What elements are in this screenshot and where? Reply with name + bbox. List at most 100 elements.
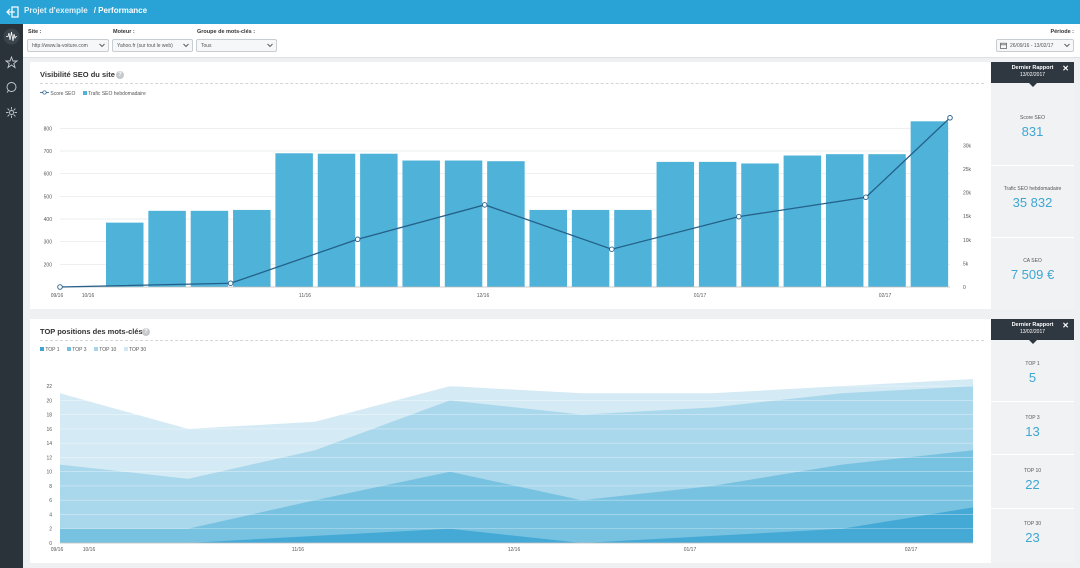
bar — [190, 210, 229, 287]
calendar-icon — [1000, 42, 1007, 49]
y2-tick-label: 5k — [963, 261, 969, 267]
report-date: 13/02/2017 — [1019, 329, 1046, 335]
top-bar: Projet d'exemple / Performance — [0, 0, 1080, 24]
y-tick-label: 14 — [46, 441, 52, 447]
x-tick-label: 12/16 — [477, 293, 490, 299]
y-tick-label: 400 — [44, 217, 53, 223]
bar — [529, 209, 567, 287]
kpi-value: 35 832 — [1012, 195, 1053, 210]
bar — [487, 161, 525, 287]
x-tick-label: 02/17 — [879, 293, 892, 299]
kpi-trafic-seo: Trafic SEO hebdomadaire 35 832 — [991, 186, 1074, 210]
kpi-value: 13 — [1025, 424, 1040, 439]
kpi-value: 23 — [1025, 530, 1040, 545]
site-select[interactable]: http://www.la-voiture.com — [27, 39, 109, 52]
score-seo-point — [227, 280, 234, 286]
bar — [910, 121, 949, 287]
divider — [40, 83, 984, 84]
seo-legend: Score SEO Trafic SEO hebdomadaire — [40, 90, 152, 97]
y-tick-label: 2 — [49, 527, 52, 533]
seo-visibility-chart: 200 300 400 500 600 700 800 0 5k 10k 15k 20k 25k 30k 0… — [44, 115, 972, 299]
legend-top30[interactable]: TOP 30 — [129, 347, 147, 353]
kpi-value: 22 — [1025, 477, 1040, 492]
area-top3 — [60, 450, 973, 543]
bar — [275, 153, 313, 287]
area-top1 — [60, 507, 973, 543]
engine-label: Moteur : — [113, 29, 135, 35]
kpi-ca-seo: CA SEO 7 509 € — [991, 258, 1074, 282]
bar — [444, 160, 483, 287]
y-tick-label: 500 — [44, 194, 53, 200]
y2-tick-label: 0 — [963, 285, 966, 291]
seo-visibility-panel: Visibilité SEO du site› ? Score SEO Traf… — [30, 62, 991, 309]
y-tick-label: 8 — [49, 484, 52, 490]
y2-tick-label: 20k — [963, 191, 972, 197]
settings-gear-icon[interactable] — [3, 104, 20, 121]
y2-tick-label: 10k — [963, 238, 972, 244]
divider — [40, 340, 984, 341]
header-notch — [1028, 340, 1037, 344]
report-title: Dernier Rapport — [1011, 65, 1054, 71]
kpi-label: TOP 1 — [1025, 361, 1040, 367]
seo-panel-title-text: Visibilité SEO du site — [40, 70, 115, 79]
kpi-label: TOP 30 — [1023, 521, 1042, 527]
engine-select-value: Yahoo.fr (sur tout le web) — [117, 43, 173, 49]
y-tick-label: 10 — [46, 470, 52, 476]
y-tick-label: 200 — [44, 262, 53, 268]
breadcrumb: Projet d'exemple / Performance — [24, 6, 147, 15]
info-icon[interactable]: ? — [142, 328, 150, 336]
score-seo-point — [863, 194, 869, 201]
score-seo-line — [59, 117, 951, 288]
engine-select[interactable]: Yahoo.fr (sur tout le web) — [112, 39, 193, 52]
y-tick-label: 600 — [44, 172, 53, 178]
breadcrumb-project[interactable]: Projet d'exemple — [24, 6, 88, 15]
legend-top10[interactable]: TOP 10 — [99, 347, 117, 353]
x-tick-label: 11/16 — [299, 293, 311, 299]
period-select[interactable]: 26/09/16 - 13/02/17 — [996, 39, 1074, 52]
period-select-value: 26/09/16 - 13/02/17 — [1010, 43, 1054, 49]
close-icon[interactable]: ✕ — [1062, 321, 1069, 330]
kpi-label: TOP 10 — [1023, 468, 1042, 474]
report-title: Dernier Rapport — [1011, 322, 1054, 328]
kpi-top1: TOP 1 5 — [991, 361, 1074, 385]
legend-top1[interactable]: TOP 1 — [45, 347, 60, 353]
bar-legend-icon — [82, 91, 87, 95]
y-tick-label: 12 — [46, 455, 52, 461]
sidebar — [0, 24, 23, 568]
x-tick-label: 10/16 — [82, 293, 95, 299]
bar — [614, 209, 652, 287]
seo-report-sidebar: Dernier Rapport 13/02/2017 ✕ Score SEO 8… — [991, 62, 1074, 309]
keyword-group-select[interactable]: Tous — [196, 39, 277, 52]
bar — [148, 210, 186, 287]
seo-report-header: Dernier Rapport 13/02/2017 ✕ — [991, 62, 1074, 87]
star-icon[interactable] — [3, 54, 20, 71]
score-seo-point — [736, 213, 742, 220]
x-tick-label: 12/16 — [508, 547, 521, 553]
chevron-down-icon — [183, 43, 189, 48]
x-tick-label: 01/17 — [684, 547, 697, 553]
close-icon[interactable]: ✕ — [1062, 64, 1069, 73]
top1-legend-icon — [40, 347, 44, 351]
divider — [991, 165, 1074, 166]
site-select-value: http://www.la-voiture.com — [32, 43, 88, 49]
info-icon[interactable]: ? — [116, 71, 124, 79]
divider — [991, 237, 1074, 238]
waveform-logo-icon[interactable] — [3, 28, 20, 45]
x-tick-label: 09/16 — [51, 547, 64, 553]
bar — [233, 209, 271, 287]
top-legend: TOP 1 TOP 3 TOP 10 TOP 30 — [40, 347, 152, 353]
chevron-down-icon — [99, 43, 105, 48]
score-seo-point — [609, 246, 615, 252]
report-date: 13/02/2017 — [1019, 72, 1046, 78]
back-arrow-icon[interactable] — [6, 5, 20, 19]
kpi-label: Score SEO — [1019, 115, 1045, 121]
x-tick-label: 11/16 — [292, 547, 304, 553]
kpi-top30: TOP 30 23 — [991, 521, 1074, 545]
legend-score-seo[interactable]: Score SEO — [50, 91, 76, 97]
search-chat-icon[interactable] — [3, 79, 20, 96]
score-seo-point — [354, 236, 361, 243]
x-tick-label: 02/17 — [905, 547, 918, 553]
legend-trafic-seo[interactable]: Trafic SEO hebdomadaire — [88, 91, 146, 97]
filters-bar: Site : http://www.la-voiture.com Moteur … — [23, 24, 1080, 58]
legend-top3[interactable]: TOP 3 — [72, 347, 87, 353]
